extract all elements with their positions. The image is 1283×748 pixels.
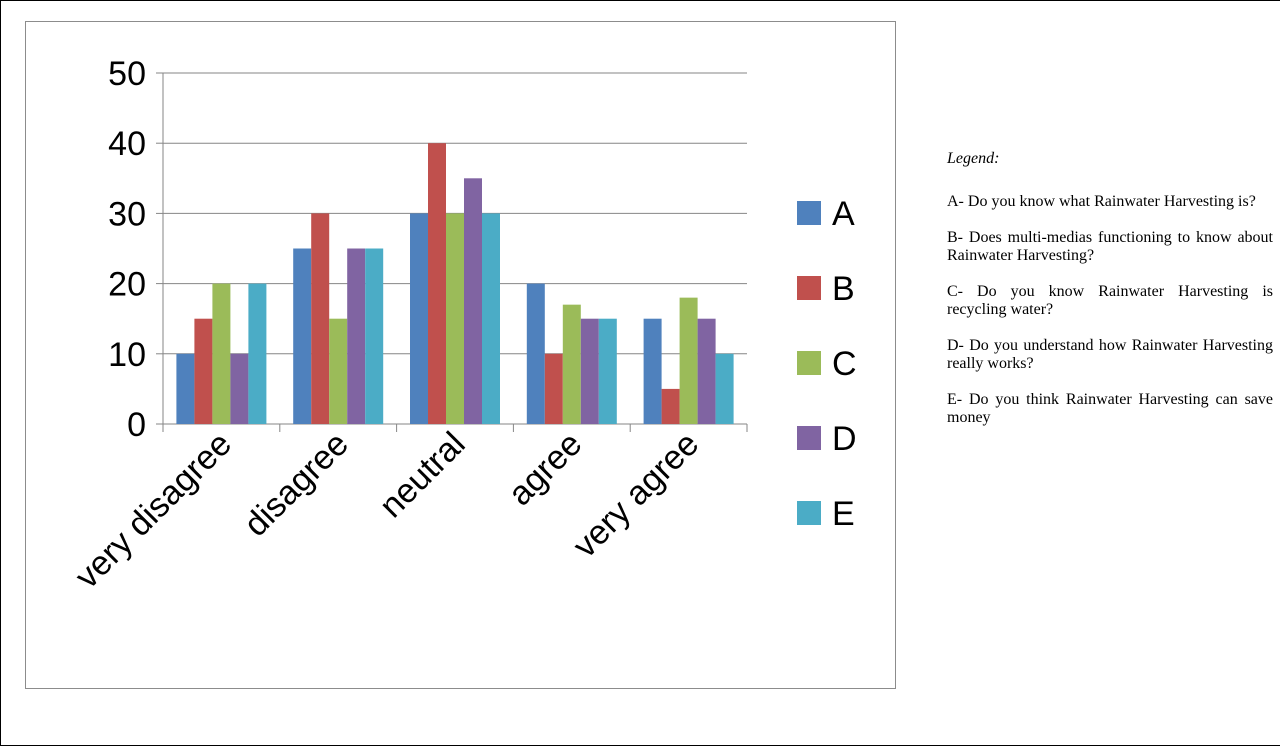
bar-d	[347, 248, 366, 424]
y-tick-label: 0	[127, 406, 146, 444]
bar-e	[598, 318, 617, 424]
legend-notes: Legend: A- Do you know what Rainwater Ha…	[947, 150, 1273, 445]
x-tick-label: disagree	[237, 425, 356, 544]
bar-b	[428, 143, 446, 424]
bar-c	[329, 318, 348, 424]
bar-c	[212, 283, 231, 424]
legend-swatch-d	[797, 426, 821, 450]
legend-note-a: A- Do you know what Rainwater Harvesting…	[947, 193, 1256, 210]
bar-b	[194, 318, 213, 424]
legend-note-d: D- Do you understand how Rainwater Harve…	[947, 337, 1273, 372]
x-tick-label: very disagree	[68, 425, 239, 596]
bar-a	[410, 213, 428, 424]
bar-e	[482, 213, 500, 424]
legend-notes-heading: Legend:	[947, 150, 1000, 167]
x-tick-label: agree	[501, 425, 589, 513]
legend-note-c: C- Do you know Rainwater Harvesting is r…	[947, 283, 1273, 318]
legend-swatch-a	[797, 201, 821, 225]
bar-a	[293, 248, 312, 424]
legend-note-e: E- Do you think Rainwater Harvesting can…	[947, 391, 1273, 426]
bar-d	[230, 353, 249, 424]
bar-e	[715, 353, 734, 424]
bar-b	[311, 213, 330, 424]
y-tick-label: 50	[108, 55, 146, 93]
bar-a	[526, 283, 545, 424]
y-tick-label: 10	[108, 336, 146, 374]
x-tick-label: neutral	[372, 425, 472, 525]
legend-note-b: B- Does multi-medias functioning to know…	[947, 229, 1273, 264]
legend-label-c: C	[832, 345, 857, 383]
legend-swatch-c	[797, 351, 821, 375]
y-tick-label: 40	[108, 125, 146, 163]
bar-b	[544, 353, 563, 424]
bar-c	[562, 304, 581, 424]
bar-d	[464, 178, 482, 424]
legend-label-b: B	[832, 270, 855, 308]
legend-swatch-b	[797, 276, 821, 300]
x-tick-label: very agree	[566, 425, 706, 565]
legend-label-d: D	[832, 420, 857, 458]
bar-a	[643, 318, 662, 424]
bar-b	[661, 388, 680, 424]
bar-a	[176, 353, 195, 424]
legend-swatch-e	[797, 501, 821, 525]
y-tick-label: 30	[108, 195, 146, 233]
chart-area: 0 10 20 30 40 50 very disagree disagree neutral a…	[25, 21, 896, 689]
y-tick-label: 20	[108, 266, 146, 304]
legend-label-a: A	[832, 195, 855, 233]
bar-e	[365, 248, 384, 424]
bar-d	[697, 318, 716, 424]
legend-label-e: E	[832, 495, 855, 533]
bar-c	[679, 297, 698, 424]
bar-e	[248, 283, 267, 424]
bar-d	[580, 318, 599, 424]
bar-c	[446, 213, 464, 424]
